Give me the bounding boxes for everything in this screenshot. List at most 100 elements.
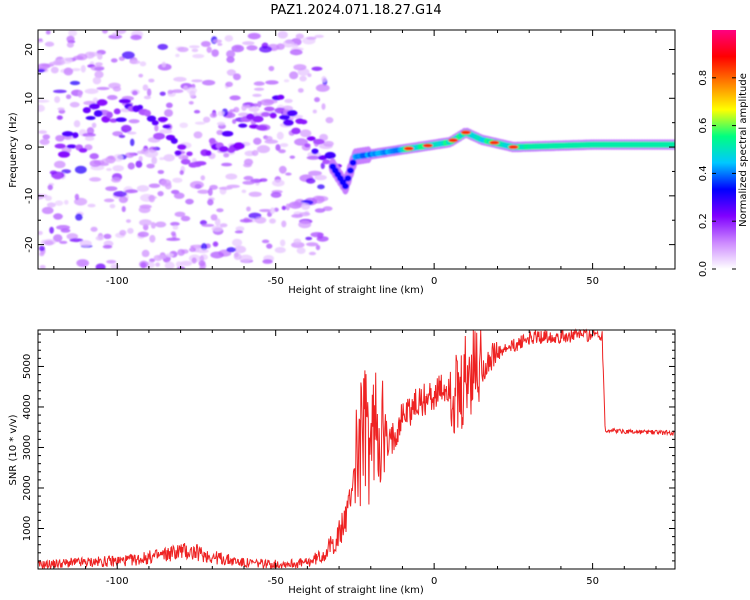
spectrogram-cell — [278, 165, 287, 174]
spectrogram-cell — [53, 234, 63, 242]
spectrogram-cell — [92, 76, 102, 85]
spectrogram-cell — [103, 233, 112, 240]
spectrogram-cell — [88, 103, 100, 110]
spectrogram-cell — [39, 264, 46, 269]
spectrogram-cell — [148, 194, 156, 203]
colorbar-tick-label: 0.2 — [698, 213, 709, 229]
spectrogram-cell — [84, 136, 95, 141]
spectrogram-cell — [112, 32, 117, 36]
spectrogram-cell — [277, 94, 285, 100]
spectrogram-cell — [283, 79, 290, 83]
spectrogram-cell — [175, 53, 180, 58]
spectrogram-cell — [159, 91, 166, 96]
spectrogram-cell — [44, 41, 55, 47]
snr-xtick-label: 0 — [431, 576, 437, 587]
spectrogram-cell — [272, 179, 285, 187]
spectrogram-cell — [247, 32, 261, 40]
spectrogram-cell — [234, 230, 244, 234]
spectrogram-cell — [314, 174, 327, 181]
spectrogram-cell — [252, 115, 264, 123]
spectrogram-cell — [173, 192, 185, 199]
spectrogram-cell — [159, 157, 165, 161]
spectrogram-cell — [269, 112, 277, 119]
spectrogram-cell — [82, 132, 96, 138]
spectrogram-cell — [194, 121, 206, 125]
spectrogram-cell — [125, 152, 135, 158]
spectrogram-cell — [200, 243, 208, 251]
spectrogram-cell — [306, 136, 316, 141]
spectrogram-cell — [79, 240, 92, 247]
spectrogram-cell — [256, 145, 270, 154]
spectrogram-cell — [150, 222, 156, 229]
spectrogram-cell — [277, 31, 288, 39]
spectrogram-cell — [210, 251, 224, 259]
spectrogram-cell — [183, 85, 188, 91]
spectrogram-cell — [157, 63, 172, 71]
spectrogram-cell — [164, 261, 175, 269]
spectrogram-cell — [308, 170, 322, 176]
spectrogram-cell — [205, 150, 212, 157]
spectrogram-cell — [144, 149, 159, 158]
spectrogram-cell — [296, 247, 306, 255]
spectrogram-cell — [198, 266, 205, 269]
spectrogram-cell — [264, 139, 279, 144]
spectrogram-cell — [232, 119, 237, 124]
spectrogram-xtick-label: 50 — [586, 276, 599, 287]
spectrogram-cell — [154, 124, 159, 132]
spectrogram-cell — [231, 44, 245, 53]
spectrogram-cell — [193, 131, 203, 139]
spectrogram-ytick-label: 20 — [24, 43, 35, 56]
spectrogram-cell — [289, 49, 303, 56]
spectrogram-cell — [86, 127, 95, 135]
spectrogram-cell — [206, 46, 212, 54]
spectrogram-cell — [101, 30, 108, 34]
spectrogram-cell — [110, 58, 118, 63]
spectrogram-cell — [95, 263, 106, 269]
spectrogram-cell — [95, 62, 103, 67]
spectrogram-cell — [259, 45, 273, 53]
spectrogram-cell — [234, 245, 247, 254]
spectrogram-cell — [196, 248, 209, 254]
spectrogram-cell — [266, 243, 273, 249]
spectrogram-cell — [242, 180, 255, 185]
spectrogram-cell — [115, 117, 127, 123]
spectrogram-cell — [325, 116, 334, 124]
spectrogram-cell — [180, 215, 191, 222]
spectrogram-cell — [84, 144, 93, 151]
spectrogram-cell — [305, 242, 319, 247]
spectrogram-cell — [189, 181, 204, 189]
spectrogram-cell — [115, 30, 127, 34]
spectrogram-cell — [288, 201, 303, 209]
spectrogram-cell — [246, 206, 251, 212]
spectrogram-cell — [225, 173, 238, 180]
spectrogram-cell — [138, 206, 151, 214]
spectrogram-cell — [93, 110, 103, 117]
spectrogram-cell — [193, 109, 201, 114]
spectrogram-cell — [349, 159, 357, 166]
spectrogram-cell — [260, 112, 271, 117]
spectrogram-cell — [129, 59, 141, 65]
spectrogram-cell — [108, 34, 123, 40]
spectrogram-cell — [322, 206, 333, 212]
spectrogram-cell — [346, 167, 354, 174]
spectrogram-cell — [308, 251, 317, 256]
spectrogram-ticks: -100 -50 0 50 20 10 0 -10 -20 — [24, 30, 675, 287]
spectrogram-cell — [259, 99, 274, 106]
spectrogram-cell — [106, 111, 113, 119]
spectrogram-cell — [42, 134, 51, 140]
spectrogram-cell — [238, 112, 249, 117]
spectrogram-cell — [229, 109, 236, 113]
spectrogram-cell — [163, 154, 175, 162]
spectrogram-cell — [192, 54, 205, 59]
spectrogram-cell — [299, 75, 307, 82]
spectrogram-cell — [305, 178, 316, 184]
spectrogram-cell — [199, 255, 205, 262]
spectrogram-cell — [50, 66, 59, 74]
spectrogram-cell — [304, 143, 311, 148]
spectrogram-cell — [177, 248, 185, 256]
spectrogram-cell — [232, 73, 241, 81]
spectrogram-cell — [289, 155, 296, 159]
spectrogram-cell — [298, 220, 312, 229]
spectrogram-cell — [106, 259, 117, 264]
spectrogram-cell — [55, 134, 65, 142]
